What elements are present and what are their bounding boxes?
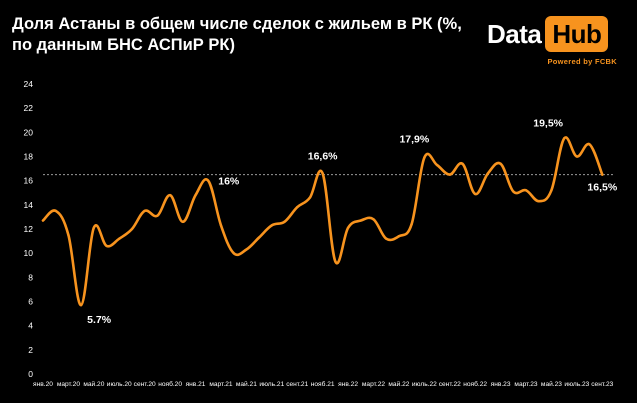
data-point bbox=[397, 235, 401, 238]
data-point bbox=[67, 233, 70, 237]
y-tick-label: 6 bbox=[28, 297, 33, 307]
data-point bbox=[334, 260, 337, 263]
data-label: 17,9% bbox=[399, 134, 429, 146]
data-point bbox=[270, 224, 273, 227]
data-point bbox=[283, 220, 286, 223]
data-point bbox=[143, 209, 146, 213]
data-point bbox=[308, 196, 312, 199]
x-tick-label: сент.21 bbox=[286, 381, 308, 388]
y-tick-label: 2 bbox=[28, 345, 33, 355]
data-label: 16,6% bbox=[308, 150, 338, 162]
data-label: 19,5% bbox=[533, 117, 563, 129]
data-point bbox=[461, 162, 464, 165]
x-tick-label: май.21 bbox=[236, 380, 257, 388]
series-line bbox=[41, 136, 604, 307]
data-point bbox=[359, 219, 362, 222]
datahub-logo: Data Hub Powered by FCBK bbox=[487, 14, 627, 70]
data-point bbox=[105, 244, 108, 248]
y-tick-label: 0 bbox=[28, 369, 33, 379]
x-tick-label: нояб.22 bbox=[463, 380, 487, 388]
x-tick-label: март.21 bbox=[209, 381, 233, 388]
x-tick-label: июль.22 bbox=[412, 381, 437, 388]
x-tick-label: нояб.20 bbox=[158, 380, 182, 388]
x-tick-label: май.22 bbox=[388, 380, 409, 388]
data-point bbox=[219, 224, 223, 227]
x-tick-label: март.20 bbox=[57, 381, 81, 388]
x-tick-label: сент.22 bbox=[439, 381, 461, 388]
x-tick-label: янв.23 bbox=[491, 381, 511, 388]
y-tick-label: 8 bbox=[28, 272, 33, 282]
data-point bbox=[194, 193, 197, 197]
x-tick-label: март.23 bbox=[514, 381, 538, 388]
data-label: 5.7% bbox=[87, 314, 112, 326]
logo-tagline: Powered by FCBK bbox=[547, 57, 617, 66]
data-point bbox=[245, 248, 248, 251]
y-tick-label: 20 bbox=[24, 127, 34, 137]
data-point bbox=[601, 173, 604, 176]
data-point bbox=[537, 200, 540, 203]
y-tick-label: 24 bbox=[24, 79, 34, 89]
x-tick-label: нояб.21 bbox=[311, 380, 335, 388]
data-point bbox=[448, 173, 451, 176]
data-point bbox=[512, 190, 515, 193]
y-tick-label: 16 bbox=[24, 176, 34, 186]
data-point bbox=[423, 156, 426, 159]
y-tick-label: 14 bbox=[24, 200, 34, 210]
y-tick-label: 4 bbox=[28, 321, 33, 331]
data-label: 16% bbox=[218, 176, 240, 188]
y-tick-label: 10 bbox=[24, 248, 34, 258]
data-point bbox=[156, 214, 159, 217]
x-tick-label: март.22 bbox=[362, 381, 386, 388]
data-point bbox=[130, 227, 134, 231]
x-tick-label: июль.20 bbox=[107, 381, 132, 388]
data-point bbox=[410, 222, 413, 226]
data-point bbox=[92, 226, 96, 229]
data-point bbox=[486, 172, 490, 175]
data-point bbox=[41, 219, 45, 222]
data-point bbox=[257, 236, 261, 239]
data-point bbox=[435, 163, 439, 167]
x-tick-label: янв.20 bbox=[33, 381, 53, 388]
data-point bbox=[118, 237, 121, 240]
data-point bbox=[385, 237, 388, 240]
data-point bbox=[499, 162, 502, 165]
x-tick-label: сент.20 bbox=[134, 381, 156, 388]
data-point bbox=[346, 226, 350, 229]
data-point bbox=[207, 179, 210, 182]
data-point bbox=[54, 209, 57, 213]
data-point bbox=[524, 189, 528, 192]
chart-title: Доля Астаны в общем числе сделок с жилье… bbox=[12, 15, 462, 54]
data-point bbox=[232, 251, 235, 255]
logo-word-data: Data bbox=[487, 18, 542, 49]
x-tick-label: май.23 bbox=[541, 380, 562, 388]
data-point bbox=[321, 172, 324, 175]
y-tick-label: 22 bbox=[24, 103, 34, 113]
logo-word-hub: Hub bbox=[545, 16, 609, 52]
x-tick-label: янв.22 bbox=[338, 381, 358, 388]
data-point bbox=[168, 193, 172, 197]
y-tick-label: 18 bbox=[24, 152, 34, 162]
x-tick-label: сент.23 bbox=[591, 381, 613, 388]
data-point bbox=[473, 192, 477, 196]
y-tick-label: 12 bbox=[24, 224, 34, 234]
data-label: 16,5% bbox=[587, 182, 617, 194]
data-point bbox=[79, 303, 83, 307]
data-point bbox=[575, 155, 579, 158]
x-tick-label: июль.21 bbox=[259, 381, 284, 388]
data-point bbox=[372, 218, 375, 221]
data-point bbox=[550, 189, 553, 192]
data-point bbox=[181, 220, 185, 223]
x-tick-label: май.20 bbox=[83, 380, 104, 388]
data-point bbox=[296, 206, 299, 209]
data-point bbox=[588, 143, 591, 146]
x-tick-label: янв.21 bbox=[186, 381, 206, 388]
x-tick-label: июль.23 bbox=[564, 381, 589, 388]
data-point bbox=[562, 137, 566, 140]
